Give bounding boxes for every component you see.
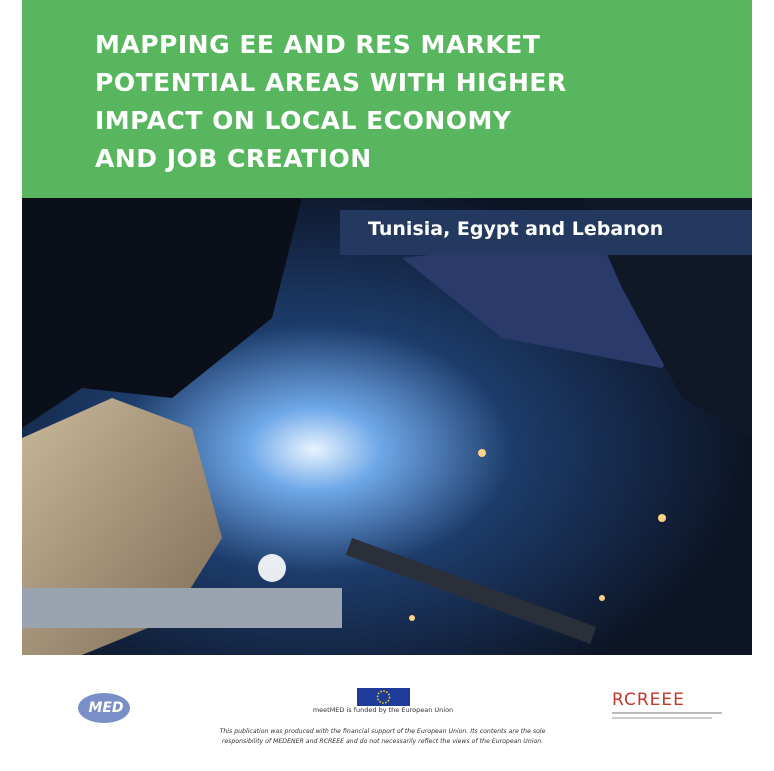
cover-photo bbox=[22, 198, 752, 655]
logo-text: MED bbox=[88, 700, 123, 716]
disclaimer-line: This publication was produced with the f… bbox=[180, 728, 585, 735]
logo-rule bbox=[612, 712, 722, 714]
title-line: POTENTIAL AREAS WITH HIGHER bbox=[95, 68, 567, 97]
rcreee-logo: RCREEE bbox=[612, 690, 685, 710]
weld-spark bbox=[258, 554, 286, 582]
disclaimer-line: responsibility of MEDENER and RCREEE and… bbox=[180, 738, 585, 745]
metal-bar bbox=[22, 588, 342, 628]
logo-rule bbox=[612, 717, 712, 719]
title-line: MAPPING EE AND RES MARKET bbox=[95, 30, 540, 59]
spark-dot bbox=[409, 615, 415, 621]
spark-dot bbox=[658, 514, 666, 522]
title-line: IMPACT ON LOCAL ECONOMY bbox=[95, 106, 512, 135]
spark-dot bbox=[478, 449, 486, 457]
title-line: AND JOB CREATION bbox=[95, 144, 372, 173]
cover-page: MAPPING EE AND RES MARKET POTENTIAL AREA… bbox=[0, 0, 774, 771]
spark-dot bbox=[599, 595, 605, 601]
eu-flag bbox=[357, 688, 410, 706]
flag-field bbox=[357, 688, 410, 706]
subtitle: Tunisia, Egypt and Lebanon bbox=[368, 218, 663, 240]
med-logo: MED bbox=[72, 690, 142, 726]
funding-note: meetMED is funded by the European Union bbox=[283, 706, 483, 714]
